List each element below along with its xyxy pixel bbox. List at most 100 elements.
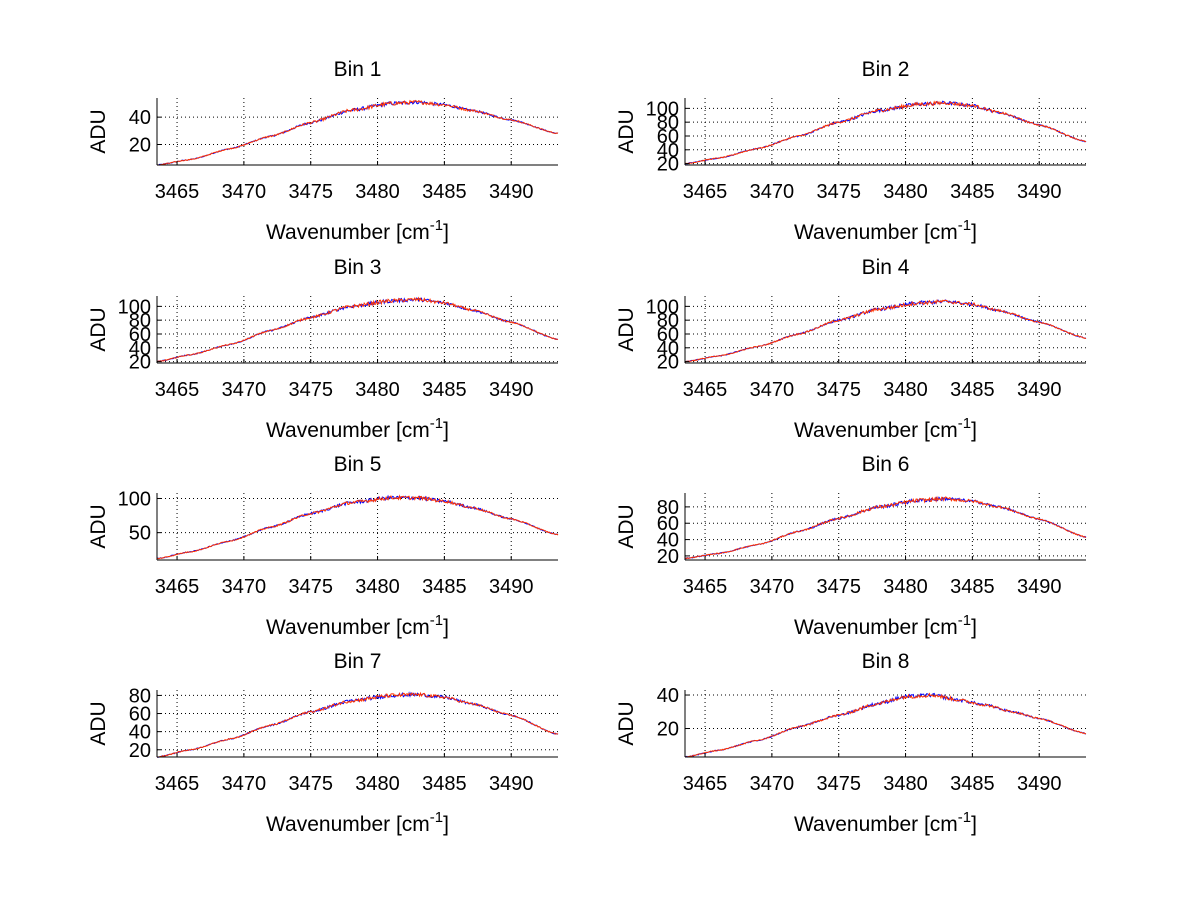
x-tick-label: 3475 bbox=[816, 576, 861, 598]
x-axis-label-text: Wavenumber [cm bbox=[794, 221, 958, 244]
x-axis-label: Wavenumber [cm-1] bbox=[794, 809, 977, 836]
x-tick-label: 3480 bbox=[883, 379, 928, 401]
x-tick-label: 3485 bbox=[422, 181, 467, 203]
x-tick-label: 3470 bbox=[750, 576, 795, 598]
x-tick-label: 3470 bbox=[222, 379, 267, 401]
subplot-title: Bin 2 bbox=[862, 58, 910, 81]
y-axis-label: ADU bbox=[615, 307, 638, 351]
subplot-title: Bin 1 bbox=[334, 58, 382, 81]
y-tick-label: 40 bbox=[657, 140, 679, 162]
y-tick-label: 20 bbox=[129, 134, 151, 156]
y-tick-label: 20 bbox=[657, 154, 679, 176]
x-axis-label-superscript: -1 bbox=[430, 612, 443, 629]
y-tick-label: 40 bbox=[657, 530, 679, 552]
y-tick-label: 40 bbox=[657, 685, 679, 707]
x-tick-label: 3475 bbox=[288, 379, 333, 401]
y-tick-label: 100 bbox=[646, 98, 679, 120]
subplot-bin-5: Bin 5 3465 3470 3475 3480 3485 3490 50 100 ADU Wav… bbox=[87, 453, 559, 639]
x-axis-label-close: ] bbox=[971, 616, 977, 639]
x-axis-label-superscript: -1 bbox=[958, 415, 971, 432]
x-axis-label-text: Wavenumber [cm bbox=[794, 616, 958, 639]
series-line-1 bbox=[684, 692, 1087, 758]
y-axis-label: ADU bbox=[87, 504, 110, 548]
x-tick-label: 3465 bbox=[155, 181, 200, 203]
series-line-2 bbox=[684, 100, 1087, 164]
series-line-2 bbox=[684, 495, 1087, 560]
y-tick-label: 80 bbox=[129, 685, 151, 707]
y-axis-label: ADU bbox=[87, 307, 110, 351]
y-axis-label: ADU bbox=[87, 701, 110, 745]
x-tick-label: 3485 bbox=[950, 379, 995, 401]
y-tick-label: 50 bbox=[129, 523, 151, 545]
y-tick-label: 40 bbox=[657, 338, 679, 360]
y-tick-label: 20 bbox=[657, 719, 679, 741]
x-axis-label: Wavenumber [cm-1] bbox=[266, 809, 449, 836]
series-line-2 bbox=[156, 494, 559, 560]
x-axis-label-superscript: -1 bbox=[958, 809, 971, 826]
y-tick-label: 20 bbox=[129, 352, 151, 374]
subplot-title: Bin 5 bbox=[334, 453, 382, 476]
x-tick-label: 3485 bbox=[950, 576, 995, 598]
x-tick-label: 3480 bbox=[883, 576, 928, 598]
subplot-title: Bin 3 bbox=[334, 256, 382, 279]
x-tick-label: 3490 bbox=[1017, 181, 1062, 203]
x-tick-label: 3490 bbox=[489, 379, 534, 401]
series-line-2 bbox=[156, 691, 559, 758]
x-tick-label: 3480 bbox=[355, 773, 400, 795]
x-axis-label-superscript: -1 bbox=[430, 415, 443, 432]
x-axis-label-text: Wavenumber [cm bbox=[266, 221, 430, 244]
x-tick-label: 3480 bbox=[883, 773, 928, 795]
x-axis-label-close: ] bbox=[971, 419, 977, 442]
x-tick-label: 3490 bbox=[489, 181, 534, 203]
x-axis-label-text: Wavenumber [cm bbox=[266, 616, 430, 639]
subplot-title: Bin 6 bbox=[862, 453, 910, 476]
x-tick-label: 3485 bbox=[950, 773, 995, 795]
y-tick-label: 60 bbox=[657, 126, 679, 148]
x-tick-label: 3485 bbox=[950, 181, 995, 203]
x-tick-label: 3470 bbox=[750, 181, 795, 203]
x-axis-label-text: Wavenumber [cm bbox=[794, 419, 958, 442]
subplot-title: Bin 7 bbox=[334, 650, 382, 673]
y-axis-label: ADU bbox=[615, 504, 638, 548]
x-axis-label-close: ] bbox=[971, 221, 977, 244]
x-axis-label-close: ] bbox=[443, 616, 449, 639]
x-tick-label: 3465 bbox=[683, 576, 728, 598]
x-axis-label-superscript: -1 bbox=[430, 809, 443, 826]
series-line-1 bbox=[156, 691, 559, 758]
y-axis-label: ADU bbox=[615, 701, 638, 745]
x-tick-label: 3465 bbox=[683, 379, 728, 401]
subplot-title: Bin 8 bbox=[862, 650, 910, 673]
x-tick-label: 3485 bbox=[422, 576, 467, 598]
y-tick-label: 100 bbox=[646, 296, 679, 318]
y-tick-label: 40 bbox=[129, 338, 151, 360]
y-tick-label: 60 bbox=[657, 324, 679, 346]
y-tick-label: 40 bbox=[129, 107, 151, 129]
x-axis-label: Wavenumber [cm-1] bbox=[794, 217, 977, 244]
x-tick-label: 3465 bbox=[155, 576, 200, 598]
x-tick-label: 3480 bbox=[355, 576, 400, 598]
y-tick-label: 60 bbox=[657, 513, 679, 535]
x-axis-label-close: ] bbox=[443, 419, 449, 442]
x-axis-label: Wavenumber [cm-1] bbox=[794, 612, 977, 639]
x-tick-label: 3490 bbox=[489, 773, 534, 795]
y-tick-label: 20 bbox=[657, 546, 679, 568]
x-axis-label-superscript: -1 bbox=[958, 612, 971, 629]
x-tick-label: 3470 bbox=[750, 379, 795, 401]
y-tick-label: 60 bbox=[129, 324, 151, 346]
x-tick-label: 3465 bbox=[155, 379, 200, 401]
x-tick-label: 3480 bbox=[355, 181, 400, 203]
x-axis-label-close: ] bbox=[971, 813, 977, 836]
x-axis-label-superscript: -1 bbox=[430, 217, 443, 234]
y-tick-label: 20 bbox=[657, 352, 679, 374]
y-axis-label: ADU bbox=[615, 109, 638, 153]
x-axis-label-text: Wavenumber [cm bbox=[794, 813, 958, 836]
x-axis-label-superscript: -1 bbox=[958, 217, 971, 234]
x-tick-label: 3470 bbox=[222, 181, 267, 203]
series-line-2 bbox=[684, 299, 1087, 363]
subplot-bin-4: Bin 4 3465 3470 3475 3480 3485 3490 20406080100… bbox=[615, 256, 1087, 442]
y-tick-label: 100 bbox=[118, 488, 151, 510]
x-tick-label: 3465 bbox=[683, 181, 728, 203]
y-tick-label: 20 bbox=[129, 740, 151, 762]
x-axis-label-text: Wavenumber [cm bbox=[266, 419, 430, 442]
